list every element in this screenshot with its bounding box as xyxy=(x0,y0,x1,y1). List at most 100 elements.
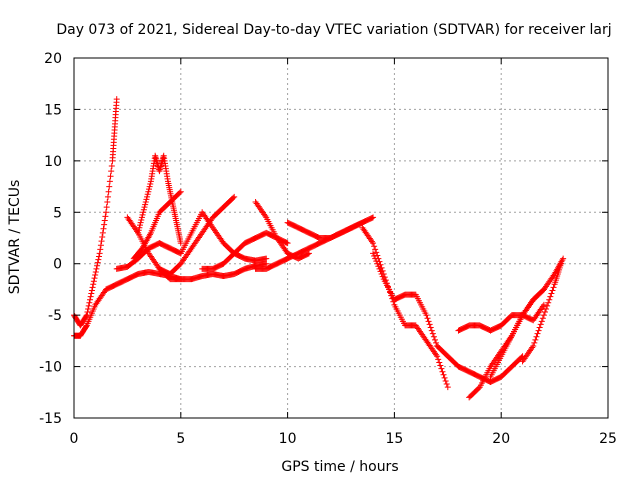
point-arc-e-0-8 xyxy=(140,209,147,216)
point-arc-e-0-7 xyxy=(139,211,146,218)
axis-ticks: 0 5 10 15 20 25 -15 -10 -5 0 5 10 15 20 xyxy=(39,51,617,447)
point-arc-n-5-9 xyxy=(433,339,440,346)
point-arc-r-end xyxy=(560,255,567,262)
point-arc-s-2-7 xyxy=(548,290,555,297)
y-tick-label-0: -15 xyxy=(39,411,62,427)
x-tick-label-4: 20 xyxy=(492,431,510,447)
point-arc-s-2-8 xyxy=(549,287,556,294)
point-arc-e-1-3 xyxy=(143,196,150,203)
point-arc-s-1-5 xyxy=(535,327,542,334)
y-tick-label-4: 5 xyxy=(53,205,62,221)
x-tick-label-3: 15 xyxy=(385,431,403,447)
point-arc-e-0-0 xyxy=(135,229,142,236)
point-arc-a-3-0 xyxy=(90,281,97,288)
point-arc-m-7-0 xyxy=(434,353,441,360)
point-arc-a-4-5 xyxy=(99,229,106,236)
point-arc-e-0-1 xyxy=(135,227,142,234)
point-arc-i-7-9 xyxy=(283,239,290,246)
series-arc-f xyxy=(130,188,184,262)
point-arc-a-4-7 xyxy=(101,221,108,228)
point-arc-s-2-1 xyxy=(541,309,548,316)
y-tick-label-3: 0 xyxy=(53,257,62,273)
point-arc-h-end xyxy=(263,255,270,262)
point-arc-a-2-1 xyxy=(84,309,91,316)
point-arc-m-7-9 xyxy=(443,381,450,388)
point-arc-s-2-5 xyxy=(546,296,553,303)
point-arc-a-3-2 xyxy=(91,275,98,282)
point-arc-s-1-2 xyxy=(532,336,539,343)
point-arc-m-end xyxy=(444,384,451,391)
point-arc-a-5-9 xyxy=(108,163,115,169)
point-arc-n-5-1 xyxy=(424,315,431,322)
point-arc-e-1-4 xyxy=(144,193,151,200)
point-arc-g-6-9 xyxy=(230,194,237,201)
point-arc-m-7-3 xyxy=(437,362,444,369)
point-arc-a-5-8 xyxy=(108,168,115,175)
point-arc-a-2-3 xyxy=(85,302,92,309)
point-arc-j-4-9 xyxy=(304,250,311,257)
point-arc-s-1-8 xyxy=(538,318,545,325)
point-arc-s-1-3 xyxy=(533,333,540,340)
point-arc-a-5-2 xyxy=(104,199,111,205)
point-arc-a-4-8 xyxy=(101,217,108,224)
point-arc-s-2-3 xyxy=(544,302,551,309)
series-arc-m xyxy=(359,224,451,391)
point-arc-n-0-5 xyxy=(375,263,382,270)
point-arc-a-3-7 xyxy=(94,259,101,266)
point-arc-m-7-1 xyxy=(435,356,442,363)
y-tick-label-1: -10 xyxy=(39,360,62,376)
point-arc-m-1-4 xyxy=(374,252,381,259)
point-arc-e-0-6 xyxy=(138,214,145,221)
point-arc-l-end xyxy=(359,219,366,226)
point-arc-s-2-9 xyxy=(550,284,557,291)
point-arc-a-2-5 xyxy=(87,296,94,303)
point-arc-n-0-9 xyxy=(379,273,386,280)
point-arc-m-7-8 xyxy=(442,377,449,384)
point-arc-s-2-6 xyxy=(547,293,554,300)
point-arc-s-1-1 xyxy=(531,339,538,346)
point-arc-m-7-4 xyxy=(438,365,445,372)
series-arc-b xyxy=(71,260,270,339)
point-arc-p-end xyxy=(540,301,547,308)
chart-title: Day 073 of 2021, Sidereal Day-to-day VTE… xyxy=(56,22,611,38)
point-arc-e-0-2 xyxy=(136,224,143,231)
point-arc-a-5-0 xyxy=(103,209,110,216)
point-arc-n-0-1 xyxy=(371,253,378,259)
point-arc-n-5-8 xyxy=(431,336,438,343)
point-arc-n-5-5 xyxy=(428,327,435,334)
point-arc-s-2-0 xyxy=(540,312,547,319)
point-arc-m-7-2 xyxy=(436,359,443,366)
point-arc-n-0-8 xyxy=(378,271,385,277)
series-arc-g xyxy=(156,193,238,277)
point-arc-n-5-0 xyxy=(423,312,430,319)
point-arc-a-4-6 xyxy=(100,225,107,232)
point-arc-a-4-9 xyxy=(102,213,109,220)
point-arc-n-0-0 xyxy=(370,250,377,257)
point-arc-a-3-9 xyxy=(95,253,102,260)
point-arc-e-1-9 xyxy=(147,181,154,187)
y-tick-label-7: 20 xyxy=(44,51,62,67)
point-arc-s-2-2 xyxy=(543,305,550,312)
series-arc-l xyxy=(284,219,366,241)
point-arc-b-end xyxy=(263,260,270,267)
point-arc-s-1-4 xyxy=(534,330,541,337)
point-arc-e-0-3 xyxy=(137,222,144,229)
point-arc-e-0-5 xyxy=(138,217,145,223)
point-arc-a-3-3 xyxy=(92,272,99,279)
point-arc-n-5-2 xyxy=(425,318,432,325)
point-arc-a-5-5 xyxy=(106,183,113,190)
point-arc-d-end xyxy=(177,276,184,283)
series-arc-h xyxy=(177,209,270,264)
point-arc-n-5-6 xyxy=(429,330,436,337)
point-arc-e-1-2 xyxy=(142,199,149,205)
point-arc-a-4-1 xyxy=(97,246,104,253)
point-arc-l-6-9 xyxy=(358,220,365,227)
point-arc-s-end xyxy=(558,260,565,267)
point-arc-m-7-7 xyxy=(441,374,448,381)
point-arc-n-5-4 xyxy=(427,324,434,331)
point-arc-a-2-2 xyxy=(85,305,92,312)
point-arc-n-5-3 xyxy=(426,321,433,328)
point-arc-e-1-6 xyxy=(145,188,152,195)
point-arc-a-3-1 xyxy=(90,278,97,285)
